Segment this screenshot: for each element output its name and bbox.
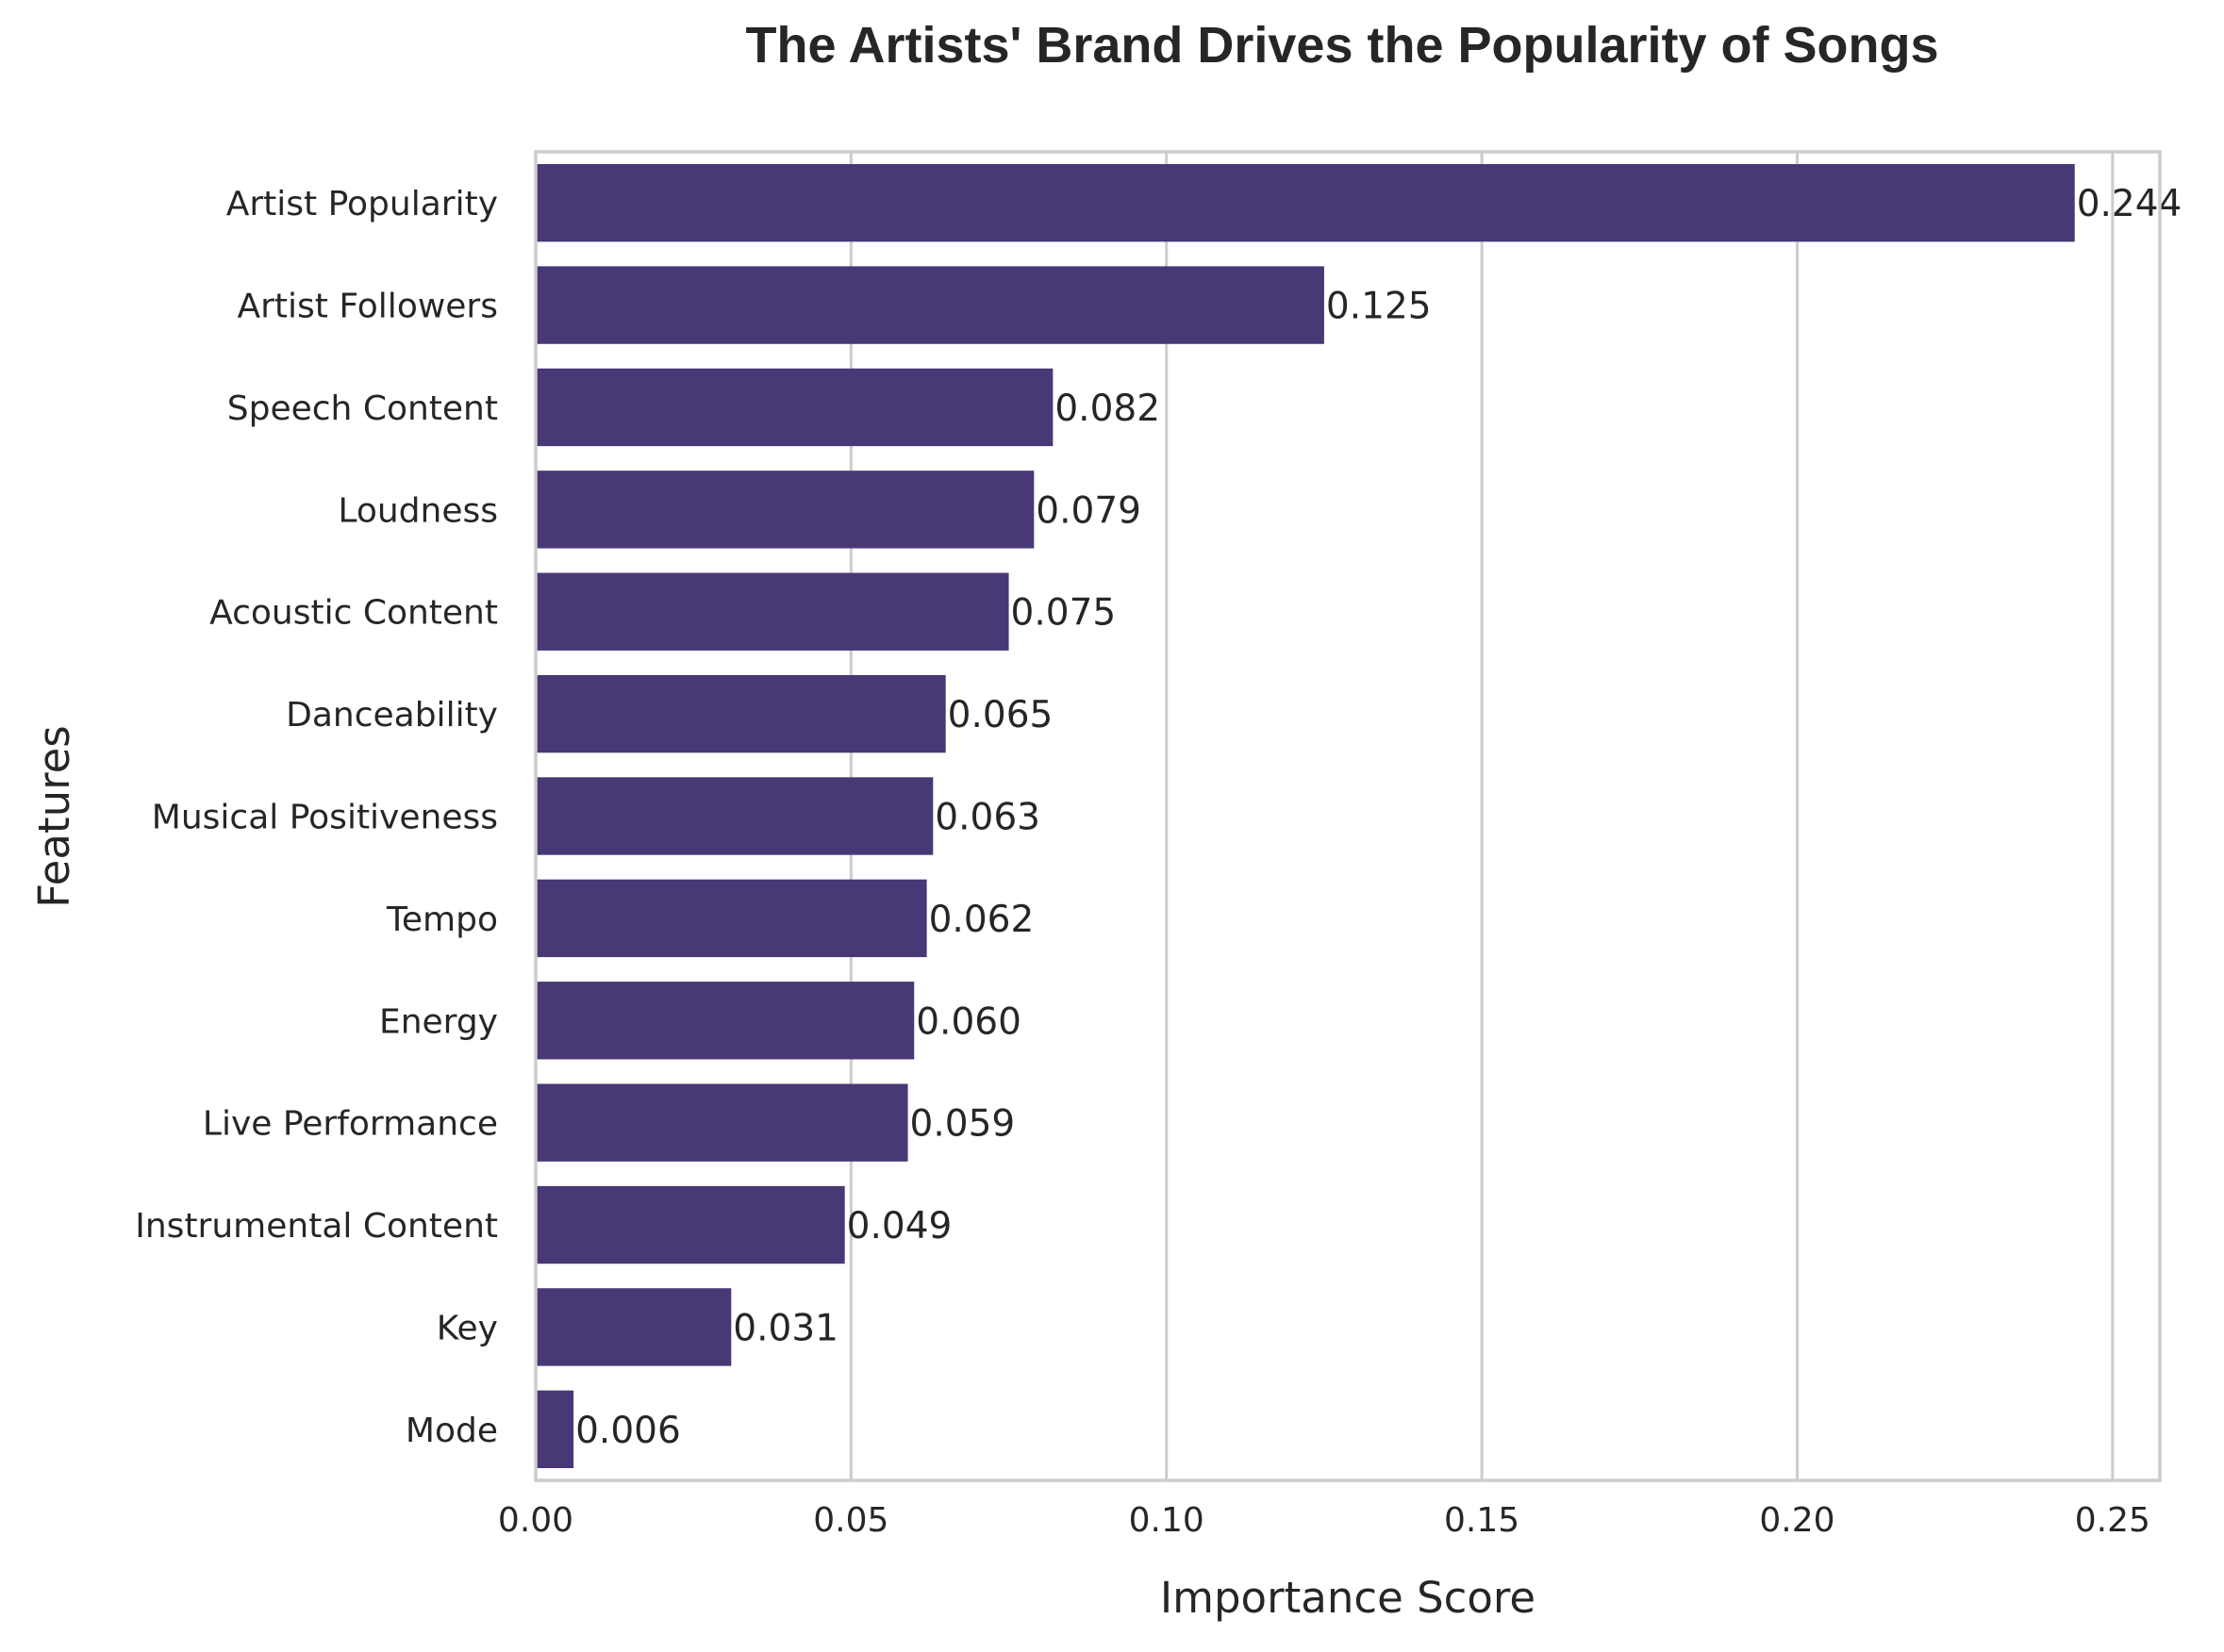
bar-value-label: 0.075 [1011, 592, 1117, 635]
bar-value-label: 0.082 [1054, 388, 1160, 430]
bar [536, 777, 934, 855]
bar [536, 1185, 845, 1264]
x-tick-label: 0.25 [2075, 1501, 2150, 1540]
bar-value-label: 0.079 [1036, 489, 1141, 532]
bar [536, 368, 1054, 447]
bars [536, 164, 2075, 1468]
data-labels: 0.244 0.125 0.082 0.079 0.075 0.065 0.063 0.062… [575, 183, 2182, 1452]
bar [536, 471, 1035, 549]
bar [536, 982, 915, 1060]
x-tick-label: 0.20 [1759, 1501, 1834, 1540]
x-tick-label: 0.00 [498, 1501, 573, 1540]
y-tick-label: Live Performance [203, 1105, 498, 1144]
y-tick-label: Key [437, 1309, 498, 1347]
x-tick-label: 0.15 [1444, 1501, 1519, 1540]
y-tick-label: Instrumental Content [135, 1207, 498, 1246]
y-tick-label: Danceability [286, 696, 498, 735]
bar-value-label: 0.031 [733, 1307, 838, 1349]
y-tick-label: Energy [379, 1002, 498, 1041]
bar-value-label: 0.060 [916, 1000, 1021, 1043]
chart-title: The Artists' Brand Drives the Popularity… [745, 17, 1938, 74]
bar-value-label: 0.049 [847, 1205, 953, 1247]
bar [536, 1288, 732, 1366]
bar [536, 572, 1009, 651]
bar-value-label: 0.062 [929, 899, 1035, 941]
y-tick-label: Speech Content [227, 389, 498, 428]
bar [536, 1390, 574, 1468]
bar-value-label: 0.059 [910, 1103, 1016, 1146]
bar-value-label: 0.125 [1326, 286, 1432, 328]
bar [536, 266, 1324, 344]
x-tick-label: 0.05 [813, 1501, 888, 1540]
y-tick-labels: Artist Popularity Artist Followers Speech … [135, 185, 498, 1450]
bar-value-label: 0.063 [935, 797, 1040, 839]
bar [536, 1083, 908, 1162]
y-tick-label: Loudness [338, 491, 498, 530]
y-tick-label: Artist Popularity [226, 185, 498, 223]
x-tick-labels: 0.00 0.05 0.10 0.15 0.20 0.25 [498, 1501, 2150, 1540]
bar [536, 674, 946, 753]
y-tick-label: Acoustic Content [209, 594, 498, 633]
y-tick-label: Musical Positiveness [152, 799, 498, 837]
bar-value-label: 0.006 [575, 1410, 681, 1452]
y-tick-label: Tempo [386, 900, 498, 939]
plot-area-frame [534, 150, 2162, 1482]
y-axis-label: Features [29, 725, 79, 908]
x-tick-label: 0.10 [1129, 1501, 1204, 1540]
x-axis-label: Importance Score [1160, 1573, 1535, 1623]
y-tick-label: Mode [406, 1412, 498, 1450]
bar-value-label: 0.244 [2077, 183, 2183, 225]
bar [536, 164, 2075, 242]
bar [536, 879, 927, 958]
bar-value-label: 0.065 [948, 694, 1054, 736]
y-tick-label: Artist Followers [238, 288, 499, 326]
